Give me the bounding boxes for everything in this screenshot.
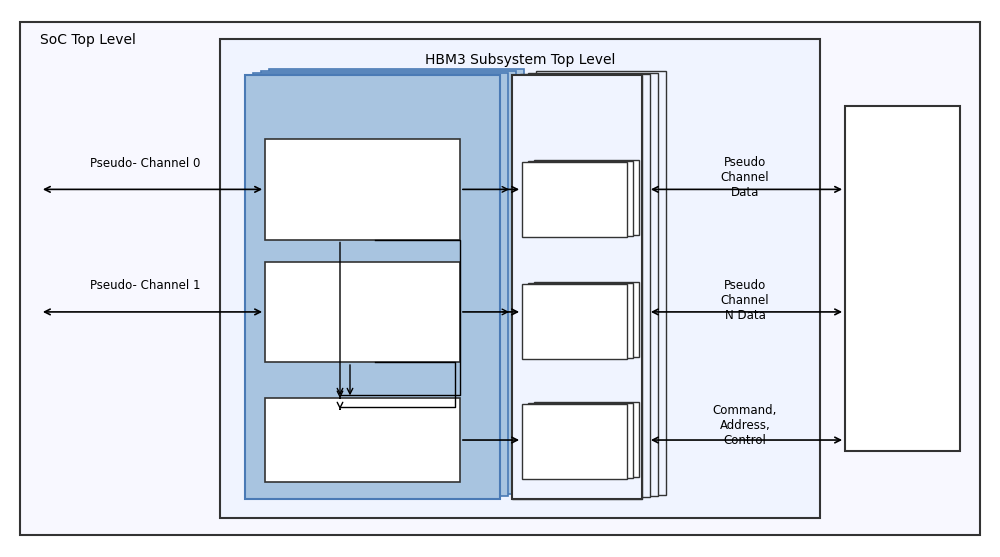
FancyBboxPatch shape xyxy=(845,106,960,451)
Text: HBM3
Controller: HBM3 Controller xyxy=(331,173,393,201)
FancyBboxPatch shape xyxy=(269,69,524,492)
Text: HBM3 PHY
(16 Channels): HBM3 PHY (16 Channels) xyxy=(533,95,621,123)
Text: Pseudo
Channel
N Data: Pseudo Channel N Data xyxy=(721,278,769,321)
Text: HBM3
Memory
Device
(3D Stack): HBM3 Memory Device (3D Stack) xyxy=(869,250,936,307)
FancyBboxPatch shape xyxy=(512,75,642,499)
FancyBboxPatch shape xyxy=(534,282,639,357)
FancyBboxPatch shape xyxy=(261,71,516,494)
Text: Command,
Address,
Control: Command, Address, Control xyxy=(713,404,777,447)
FancyBboxPatch shape xyxy=(265,398,460,482)
Text: PHY PCN
Data: PHY PCN Data xyxy=(548,306,602,334)
FancyBboxPatch shape xyxy=(534,402,639,477)
Text: Pseudo
Channel
Data: Pseudo Channel Data xyxy=(721,156,769,199)
FancyBboxPatch shape xyxy=(534,159,639,234)
FancyBboxPatch shape xyxy=(522,404,627,479)
Text: PHY PC0
Data: PHY PC0 Data xyxy=(549,184,601,212)
FancyBboxPatch shape xyxy=(522,284,627,359)
FancyBboxPatch shape xyxy=(245,75,500,499)
FancyBboxPatch shape xyxy=(265,262,460,362)
Text: HBM3
Controller: HBM3 Controller xyxy=(331,295,393,323)
Text: CAC Merge: CAC Merge xyxy=(328,433,396,447)
FancyBboxPatch shape xyxy=(528,283,633,358)
FancyBboxPatch shape xyxy=(520,74,650,497)
FancyBboxPatch shape xyxy=(522,162,627,237)
FancyBboxPatch shape xyxy=(536,71,666,495)
FancyBboxPatch shape xyxy=(253,73,508,496)
FancyBboxPatch shape xyxy=(245,75,500,499)
FancyBboxPatch shape xyxy=(512,75,642,499)
FancyBboxPatch shape xyxy=(528,160,633,236)
Text: Pseudo- Channel 1: Pseudo- Channel 1 xyxy=(90,280,200,292)
FancyBboxPatch shape xyxy=(265,139,460,240)
Text: PHY CAC: PHY CAC xyxy=(548,433,602,447)
FancyBboxPatch shape xyxy=(220,39,820,518)
FancyBboxPatch shape xyxy=(528,72,658,496)
FancyBboxPatch shape xyxy=(20,22,980,535)
Text: SoC Top Level: SoC Top Level xyxy=(40,33,136,47)
Text: HBM3 Subsystem Top Level: HBM3 Subsystem Top Level xyxy=(425,53,615,67)
Text: HBM3 Controller
(16 Instantiations): HBM3 Controller (16 Instantiations) xyxy=(315,95,429,123)
Text: Pseudo- Channel 0: Pseudo- Channel 0 xyxy=(90,157,200,170)
FancyBboxPatch shape xyxy=(528,403,633,478)
